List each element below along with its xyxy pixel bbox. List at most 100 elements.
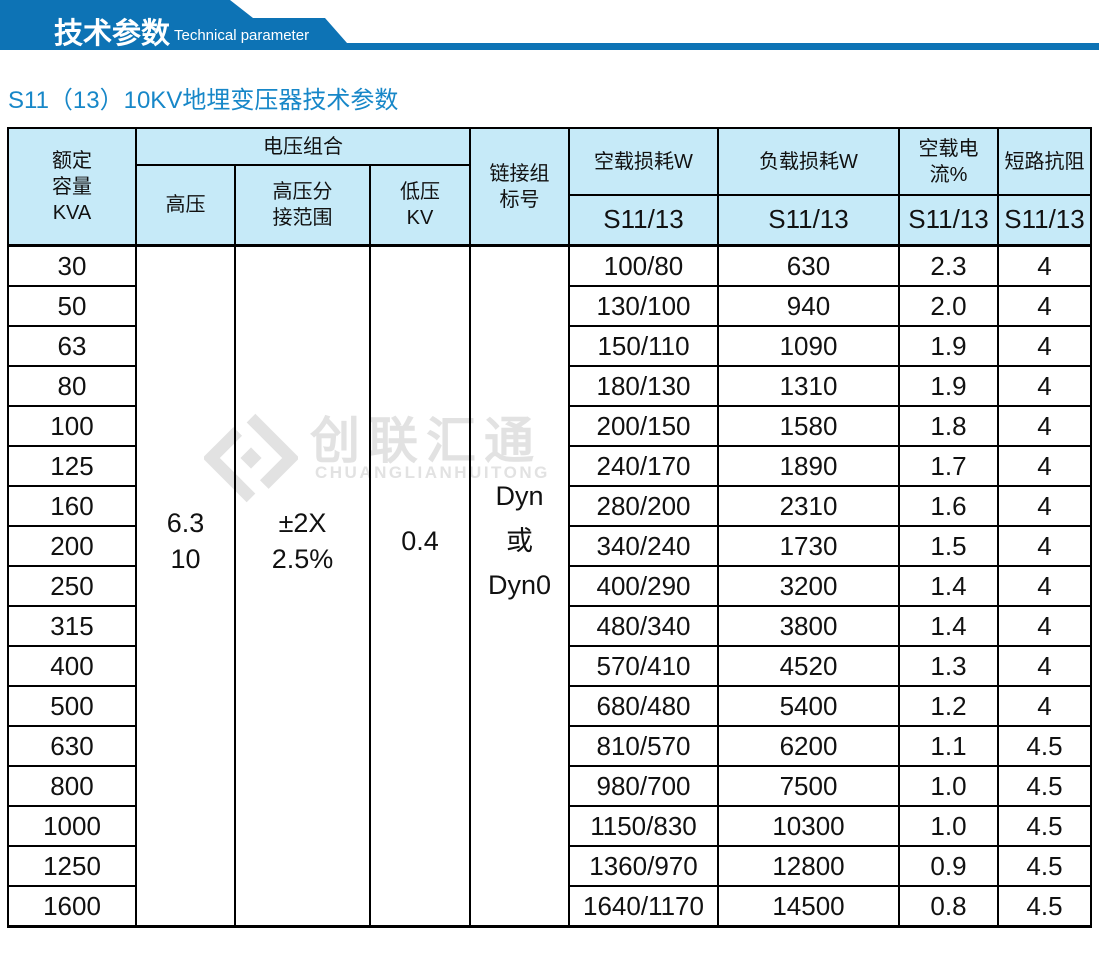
impedance-cell: 4 <box>999 607 1090 647</box>
cell-tap-range: ±2X 2.5% <box>236 247 371 925</box>
capacity-cell: 160 <box>9 487 135 527</box>
noload-loss-cell: 1150/830 <box>570 807 717 847</box>
load-loss-cell: 7500 <box>719 767 898 807</box>
header-tap-range: 高压分 接范围 <box>236 166 371 244</box>
table-header: 额定 容量 KVA 电压组合 高压 高压分 接范围 低压 KV 链接组 标号 空… <box>9 129 1090 247</box>
noload-loss-cell: 1640/1170 <box>570 887 717 925</box>
impedance-cell: 4.5 <box>999 887 1090 925</box>
capacity-cell: 1600 <box>9 887 135 925</box>
impedance-cell: 4 <box>999 287 1090 327</box>
noload-current-cell: 1.9 <box>900 327 997 367</box>
noload-current-cell: 1.4 <box>900 607 997 647</box>
load-loss-cell: 1890 <box>719 447 898 487</box>
load-loss-cell: 14500 <box>719 887 898 925</box>
impedance-cell: 4 <box>999 647 1090 687</box>
noload-loss-cell: 130/100 <box>570 287 717 327</box>
noload-current-cell: 0.8 <box>900 887 997 925</box>
impedance-cell: 4 <box>999 567 1090 607</box>
impedance-cell: 4 <box>999 367 1090 407</box>
noload-loss-cell: 680/480 <box>570 687 717 727</box>
noload-current-cell: 1.2 <box>900 687 997 727</box>
noload-loss-cell: 1360/970 <box>570 847 717 887</box>
banner-title-en: Technical parameter <box>174 27 309 44</box>
noload-current-cell: 1.7 <box>900 447 997 487</box>
noload-loss-cell: 810/570 <box>570 727 717 767</box>
cell-link-group: Dyn 或 Dyn0 <box>471 247 570 925</box>
header-load-loss-model: S11/13 <box>719 196 898 244</box>
header-impedance-col: 短路抗阻 S11/13 <box>999 129 1090 244</box>
capacity-cell: 50 <box>9 287 135 327</box>
capacity-cell: 30 <box>9 247 135 287</box>
load-loss-cell: 12800 <box>719 847 898 887</box>
noload-current-cell: 1.3 <box>900 647 997 687</box>
noload-loss-cell: 980/700 <box>570 767 717 807</box>
impedance-cell: 4.5 <box>999 807 1090 847</box>
header-noload-loss-col: 空载损耗W S11/13 <box>570 129 719 244</box>
impedance-cell: 4 <box>999 527 1090 567</box>
column-noload-current: 2.32.01.91.91.81.71.61.51.41.41.31.21.11… <box>900 247 999 925</box>
capacity-cell: 63 <box>9 327 135 367</box>
header-link-group: 链接组 标号 <box>471 129 570 244</box>
header-load-loss-col: 负载损耗W S11/13 <box>719 129 900 244</box>
header-noload-current-col: 空载电流% S11/13 <box>900 129 999 244</box>
noload-current-cell: 2.3 <box>900 247 997 287</box>
cell-low-voltage: 0.4 <box>371 247 471 925</box>
noload-loss-cell: 150/110 <box>570 327 717 367</box>
capacity-cell: 315 <box>9 607 135 647</box>
load-loss-cell: 1730 <box>719 527 898 567</box>
header-impedance: 短路抗阻 <box>999 129 1090 196</box>
section-banner: 技术参数 Technical parameter <box>0 0 1099 50</box>
noload-current-cell: 2.0 <box>900 287 997 327</box>
noload-loss-cell: 180/130 <box>570 367 717 407</box>
column-capacity: 3050638010012516020025031540050063080010… <box>9 247 137 925</box>
noload-current-cell: 1.0 <box>900 767 997 807</box>
noload-current-cell: 1.8 <box>900 407 997 447</box>
header-voltage-group: 电压组合 高压 高压分 接范围 低压 KV <box>137 129 471 244</box>
column-impedance: 4444444444444.54.54.54.54.5 <box>999 247 1090 925</box>
capacity-cell: 1000 <box>9 807 135 847</box>
noload-loss-cell: 280/200 <box>570 487 717 527</box>
noload-current-cell: 1.0 <box>900 807 997 847</box>
load-loss-cell: 2310 <box>719 487 898 527</box>
noload-loss-cell: 240/170 <box>570 447 717 487</box>
impedance-cell: 4.5 <box>999 847 1090 887</box>
header-noload-loss-model: S11/13 <box>570 196 717 244</box>
load-loss-cell: 940 <box>719 287 898 327</box>
noload-loss-cell: 480/340 <box>570 607 717 647</box>
load-loss-cell: 1310 <box>719 367 898 407</box>
cell-high-voltage: 6.3 10 <box>137 247 236 925</box>
capacity-cell: 500 <box>9 687 135 727</box>
column-noload-loss: 100/80130/100150/110180/130200/150240/17… <box>570 247 719 925</box>
capacity-cell: 100 <box>9 407 135 447</box>
load-loss-cell: 10300 <box>719 807 898 847</box>
capacity-cell: 1250 <box>9 847 135 887</box>
load-loss-cell: 630 <box>719 247 898 287</box>
impedance-cell: 4 <box>999 247 1090 287</box>
header-noload-current: 空载电流% <box>900 129 997 196</box>
impedance-cell: 4 <box>999 327 1090 367</box>
capacity-cell: 80 <box>9 367 135 407</box>
load-loss-cell: 3200 <box>719 567 898 607</box>
noload-current-cell: 1.4 <box>900 567 997 607</box>
capacity-cell: 250 <box>9 567 135 607</box>
page: 技术参数 Technical parameter S11（13）10KV地埋变压… <box>0 0 1099 974</box>
noload-current-cell: 1.5 <box>900 527 997 567</box>
banner-title-cn: 技术参数 <box>54 10 170 52</box>
load-loss-cell: 1580 <box>719 407 898 447</box>
header-capacity: 额定 容量 KVA <box>9 129 137 244</box>
load-loss-cell: 4520 <box>719 647 898 687</box>
noload-loss-cell: 400/290 <box>570 567 717 607</box>
impedance-cell: 4.5 <box>999 767 1090 807</box>
load-loss-cell: 3800 <box>719 607 898 647</box>
noload-current-cell: 1.6 <box>900 487 997 527</box>
capacity-cell: 125 <box>9 447 135 487</box>
column-load-loss: 6309401090131015801890231017303200380045… <box>719 247 900 925</box>
noload-current-cell: 0.9 <box>900 847 997 887</box>
impedance-cell: 4 <box>999 407 1090 447</box>
impedance-cell: 4.5 <box>999 727 1090 767</box>
noload-loss-cell: 100/80 <box>570 247 717 287</box>
load-loss-cell: 5400 <box>719 687 898 727</box>
impedance-cell: 4 <box>999 447 1090 487</box>
capacity-cell: 400 <box>9 647 135 687</box>
header-noload-loss: 空载损耗W <box>570 129 717 196</box>
